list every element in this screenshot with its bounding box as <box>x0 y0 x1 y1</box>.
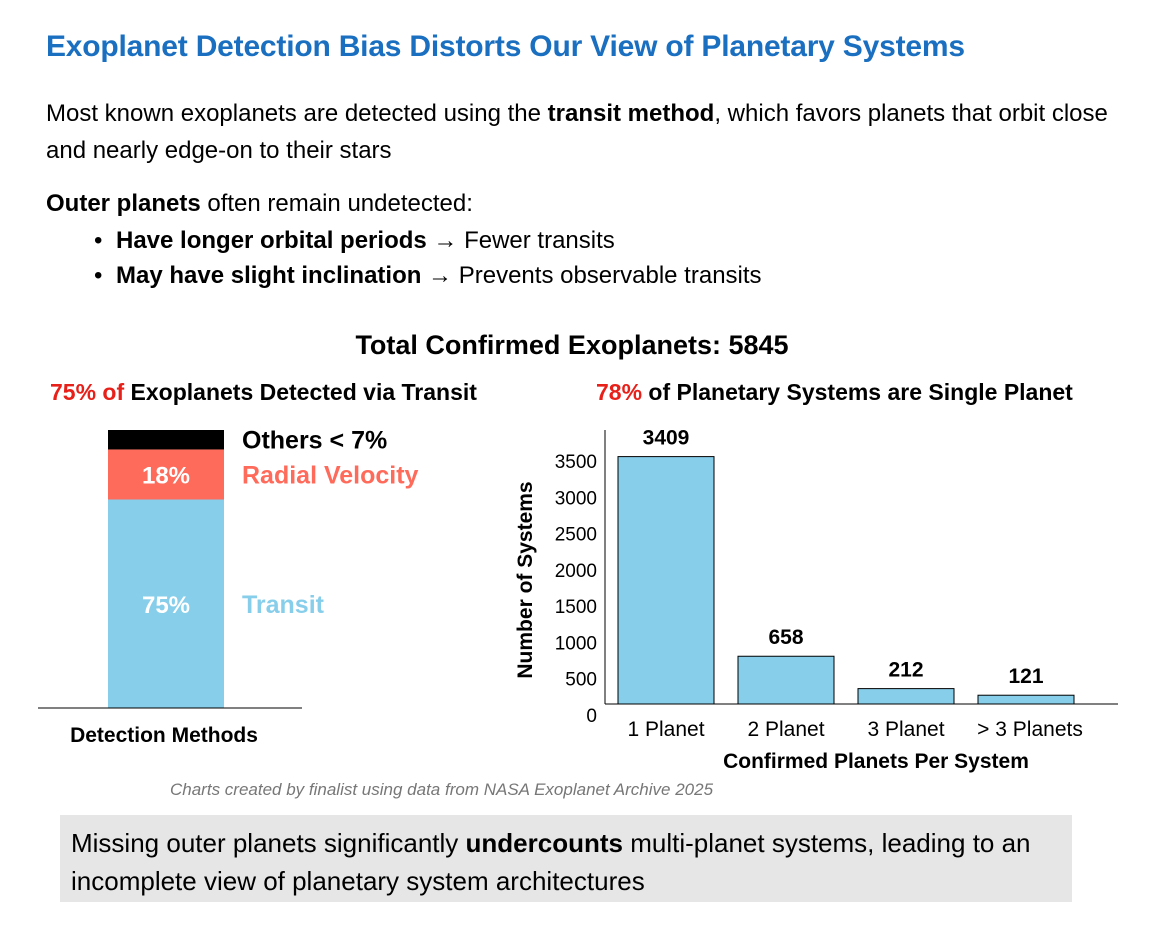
segment-value-label: 18% <box>142 462 190 489</box>
source-note: Charts created by finalist using data fr… <box>170 780 714 799</box>
intro-text-start: Most known exoplanets are detected using… <box>46 100 548 127</box>
y-tick-label: 1000 <box>555 633 597 654</box>
bar-value-label: 3409 <box>643 427 690 450</box>
stack-segment-transit <box>108 499 224 708</box>
stack-segment-radial-velocity <box>108 449 224 500</box>
right-subtitle-highlight: 78% <box>596 379 643 405</box>
stack-segment-others- <box>108 430 224 450</box>
conclusion-text-bold: undercounts <box>465 828 623 858</box>
bullet-bold: Have longer orbital periods <box>116 227 427 254</box>
bullet-dot-icon: • <box>94 262 103 289</box>
conclusion-text-end: multi-planet systems, leading to an inco… <box>71 828 1031 896</box>
y-tick-label: 1500 <box>555 597 597 618</box>
bullet-dot-icon: • <box>94 227 103 254</box>
bullet-item: • Have longer orbital periods → Fewer tra… <box>94 227 615 255</box>
x-tick-label: 1 Planet <box>627 718 704 741</box>
bullet-rest: → Prevents observable transits <box>421 262 762 289</box>
y-tick-label: 3000 <box>555 488 597 509</box>
right-chart-subtitle: 78% of Planetary Systems are Single Plan… <box>596 379 1073 406</box>
segment-legend-label: Radial Velocity <box>242 461 419 489</box>
detection-methods-chart: 75% Transit 18% Radial Velocity Others < 7% D… <box>38 427 419 747</box>
x-tick-label: 3 Planet <box>867 718 944 741</box>
y-tick-label: 3500 <box>555 452 597 473</box>
total-exoplanets-label: Total Confirmed Exoplanets: 5845 <box>355 330 789 360</box>
y-tick-label: 500 <box>565 670 597 691</box>
left-subtitle-rest: Exoplanets Detected via Transit <box>124 379 477 405</box>
segment-legend-label: Transit <box>242 591 325 619</box>
bar-4 <box>977 694 1075 705</box>
x-tick-label: > 3 Planets <box>977 718 1083 741</box>
y-tick-label: 2000 <box>555 561 597 582</box>
bar-value-label: 658 <box>768 626 803 649</box>
bullet-rest: → Fewer transits <box>426 227 615 254</box>
intro-text-end: , which favors planets that orbit close … <box>46 100 1108 164</box>
bar-value-label: 121 <box>1008 665 1043 688</box>
x-tick-label: 2 Planet <box>747 718 824 741</box>
segment-value-label: 75% <box>142 592 190 619</box>
outer-planets-bold: Outer planets <box>46 190 201 217</box>
bullet-item: • May have slight inclination → Prevents … <box>94 262 762 290</box>
y-tick-label: 2500 <box>555 525 597 546</box>
right-subtitle-rest: of Planetary Systems are Single Planet <box>642 379 1073 405</box>
intro-paragraph: Most known exoplanets are detected using… <box>46 95 1126 169</box>
left-subtitle-highlight: 75% of <box>50 379 125 405</box>
x-axis-label: Confirmed Planets Per System <box>723 750 1029 773</box>
segment-legend-label: Others < 7% <box>242 427 387 455</box>
bar-value-label: 212 <box>888 659 923 682</box>
y-tick-label: 0 <box>586 706 597 727</box>
outer-planets-rest: often remain undetected: <box>200 190 473 217</box>
y-axis-label: Number of Systems <box>514 481 537 678</box>
x-axis-label: Detection Methods <box>70 724 258 747</box>
outer-planets-line: Outer planets often remain undetected: <box>46 190 473 218</box>
page-title: Exoplanet Detection Bias Distorts Our Vi… <box>46 30 965 63</box>
bar-2 <box>737 655 835 705</box>
bar-1 <box>617 456 715 705</box>
conclusion-box: Missing outer planets significantly unde… <box>60 815 1072 902</box>
bullet-bold: May have slight inclination <box>116 262 422 289</box>
intro-text-bold: transit method <box>547 100 715 127</box>
planets-per-system-chart: 0 500 1000 1500 2000 2500 3000 3500 3409 1 Planet… <box>514 427 1118 773</box>
bar-3 <box>857 688 955 705</box>
conclusion-text-start: Missing outer planets significantly <box>71 828 466 858</box>
left-chart-subtitle: 75% of Exoplanets Detected via Transit <box>50 379 477 406</box>
